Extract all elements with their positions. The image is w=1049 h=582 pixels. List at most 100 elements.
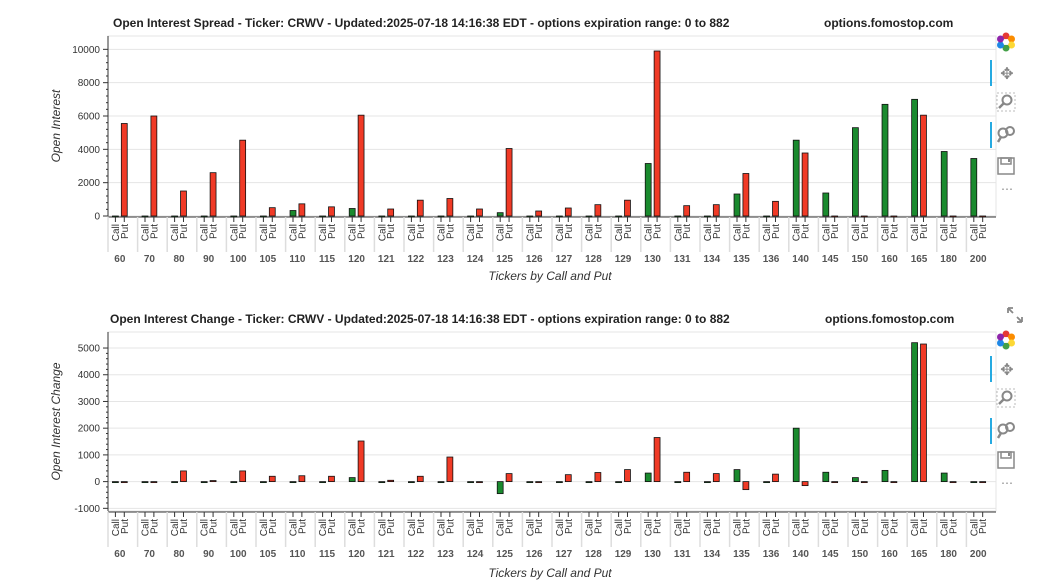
call-bar bbox=[437, 481, 445, 484]
call-bar bbox=[792, 427, 800, 483]
x-group-label: 140 bbox=[792, 549, 809, 560]
put-bar bbox=[683, 471, 691, 483]
x-tick-label-call: Call bbox=[289, 519, 300, 536]
call-bar bbox=[852, 127, 859, 217]
put-bar bbox=[357, 114, 365, 217]
call-bar bbox=[763, 215, 770, 218]
box-zoom-tool-icon[interactable] bbox=[996, 388, 1018, 410]
put-bar bbox=[505, 473, 513, 483]
x-tick-label-put: Put bbox=[179, 224, 190, 239]
put-bar bbox=[268, 475, 276, 483]
put-bar bbox=[653, 50, 661, 217]
x-tick-label-put: Put bbox=[505, 224, 516, 239]
x-tick-label-call: Call bbox=[496, 224, 507, 241]
chart-watermark: options.fomostop.com bbox=[824, 16, 953, 30]
x-group-label: 115 bbox=[319, 549, 336, 560]
x-tick-label-call: Call bbox=[792, 224, 803, 241]
box-zoom-tool-icon[interactable] bbox=[996, 92, 1018, 114]
y-tick-label: 1000 bbox=[78, 450, 101, 461]
put-bar bbox=[831, 481, 839, 484]
call-bar bbox=[792, 139, 800, 217]
put-bar bbox=[979, 215, 987, 218]
x-group-label: 200 bbox=[970, 549, 987, 560]
x-tick-label-call: Call bbox=[377, 224, 388, 241]
put-bar bbox=[209, 172, 217, 217]
put-bar bbox=[890, 215, 898, 218]
x-tick-label-put: Put bbox=[327, 224, 338, 239]
put-bar bbox=[564, 207, 572, 217]
x-tick-label-put: Put bbox=[741, 519, 752, 534]
x-tick-label-put: Put bbox=[416, 519, 427, 534]
put-bar bbox=[505, 148, 513, 217]
x-tick-label-put: Put bbox=[268, 519, 279, 534]
x-group-label: 105 bbox=[259, 254, 276, 265]
put-bar bbox=[979, 481, 987, 484]
put-bar bbox=[920, 343, 927, 483]
call-bar bbox=[467, 215, 474, 218]
more-tools-icon[interactable]: ⋯ bbox=[1001, 476, 1013, 490]
put-bar bbox=[476, 481, 483, 484]
more-tools-icon[interactable]: ⋯ bbox=[1001, 182, 1013, 196]
wheel-zoom-tool-icon[interactable] bbox=[990, 122, 1018, 148]
x-tick-label-put: Put bbox=[593, 224, 604, 239]
pan-tool-icon[interactable]: ✥ bbox=[990, 60, 1018, 86]
y-tick-label: 6000 bbox=[78, 112, 101, 123]
y-tick-label: 10000 bbox=[72, 45, 100, 56]
x-group-label: 130 bbox=[644, 254, 661, 265]
x-tick-label-put: Put bbox=[386, 224, 397, 239]
x-group-label: 140 bbox=[792, 254, 809, 265]
x-tick-label-put: Put bbox=[949, 224, 960, 239]
x-tick-label-call: Call bbox=[910, 519, 921, 536]
call-bar bbox=[970, 481, 978, 484]
chart-title: Open Interest Change - Ticker: CRWV - Up… bbox=[110, 312, 730, 326]
call-bar bbox=[467, 481, 474, 484]
call-bar bbox=[940, 472, 948, 483]
x-group-label: 70 bbox=[144, 254, 156, 265]
x-tick-label-put: Put bbox=[357, 519, 368, 534]
x-tick-label-call: Call bbox=[821, 519, 832, 536]
x-tick-label-call: Call bbox=[673, 519, 684, 536]
x-group-label: 134 bbox=[703, 549, 720, 560]
put-bar bbox=[742, 481, 750, 491]
x-tick-label-call: Call bbox=[348, 519, 359, 536]
y-tick-label: 3000 bbox=[78, 397, 101, 408]
fullscreen-icon[interactable] bbox=[1006, 306, 1028, 328]
bokeh-logo-icon[interactable] bbox=[996, 32, 1018, 54]
x-tick-label-put: Put bbox=[830, 224, 841, 239]
call-bar bbox=[141, 215, 149, 218]
put-bar bbox=[831, 215, 839, 218]
x-group-label: 180 bbox=[940, 549, 957, 560]
x-tick-label-call: Call bbox=[881, 224, 892, 241]
x-tick-label-call: Call bbox=[733, 224, 744, 241]
call-bar bbox=[911, 342, 918, 483]
call-bar bbox=[704, 215, 711, 218]
x-tick-label-put: Put bbox=[209, 519, 220, 534]
call-bar bbox=[585, 481, 593, 484]
put-bar bbox=[268, 207, 276, 217]
x-tick-label-put: Put bbox=[357, 224, 368, 239]
call-bar bbox=[970, 158, 978, 217]
call-bar bbox=[260, 215, 267, 218]
x-tick-label-put: Put bbox=[416, 224, 427, 239]
call-bar bbox=[378, 215, 386, 218]
call-bar bbox=[556, 481, 563, 484]
x-tick-label-put: Put bbox=[564, 519, 575, 534]
pan-tool-icon[interactable]: ✥ bbox=[990, 356, 1018, 382]
x-tick-label-put: Put bbox=[771, 224, 782, 239]
x-tick-label-call: Call bbox=[703, 224, 714, 241]
put-bar bbox=[239, 470, 247, 483]
x-group-label: 136 bbox=[763, 549, 780, 560]
put-bar bbox=[564, 474, 572, 483]
put-bar bbox=[742, 173, 750, 217]
put-bar bbox=[683, 205, 691, 217]
x-tick-label-put: Put bbox=[238, 224, 249, 239]
x-tick-label-put: Put bbox=[889, 224, 900, 239]
save-tool-icon[interactable] bbox=[996, 450, 1018, 472]
wheel-zoom-tool-icon[interactable] bbox=[990, 418, 1018, 444]
y-tick-label: 8000 bbox=[78, 78, 101, 89]
call-bar bbox=[378, 481, 386, 484]
save-tool-icon[interactable] bbox=[996, 156, 1018, 178]
call-bar bbox=[615, 481, 622, 484]
bokeh-logo-icon[interactable] bbox=[996, 330, 1018, 352]
